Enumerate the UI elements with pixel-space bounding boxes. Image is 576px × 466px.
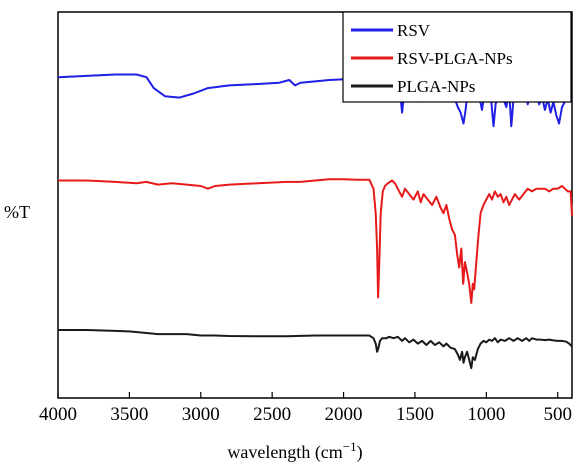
legend-label-rsv-plga-nps: RSV-PLGA-NPs: [397, 49, 513, 68]
x-tick-label: 2000: [325, 404, 363, 425]
x-tick-label: 1000: [467, 404, 505, 425]
x-tick-label: 4000: [39, 404, 77, 425]
legend-label-plga-nps: PLGA-NPs: [397, 77, 475, 96]
x-tick-label: 3500: [110, 404, 148, 425]
x-tick-label: 1500: [396, 404, 434, 425]
series-line-plga-nps: [58, 329, 573, 370]
series-line-rsv-plga-nps: [58, 178, 573, 304]
y-axis-title: %T: [4, 202, 30, 222]
legend: RSV RSV-PLGA-NPs PLGA-NPs: [342, 11, 572, 103]
x-axis-title: wavelength (cm−1): [227, 439, 362, 463]
x-tick-label: 500: [543, 404, 572, 425]
x-axis-ticks: 4000 3500 3000 2500 2000 1500 1000 500: [39, 392, 572, 425]
x-tick-label: 3000: [182, 404, 220, 425]
x-tick-label: 2500: [253, 404, 291, 425]
legend-label-rsv: RSV: [397, 21, 431, 40]
